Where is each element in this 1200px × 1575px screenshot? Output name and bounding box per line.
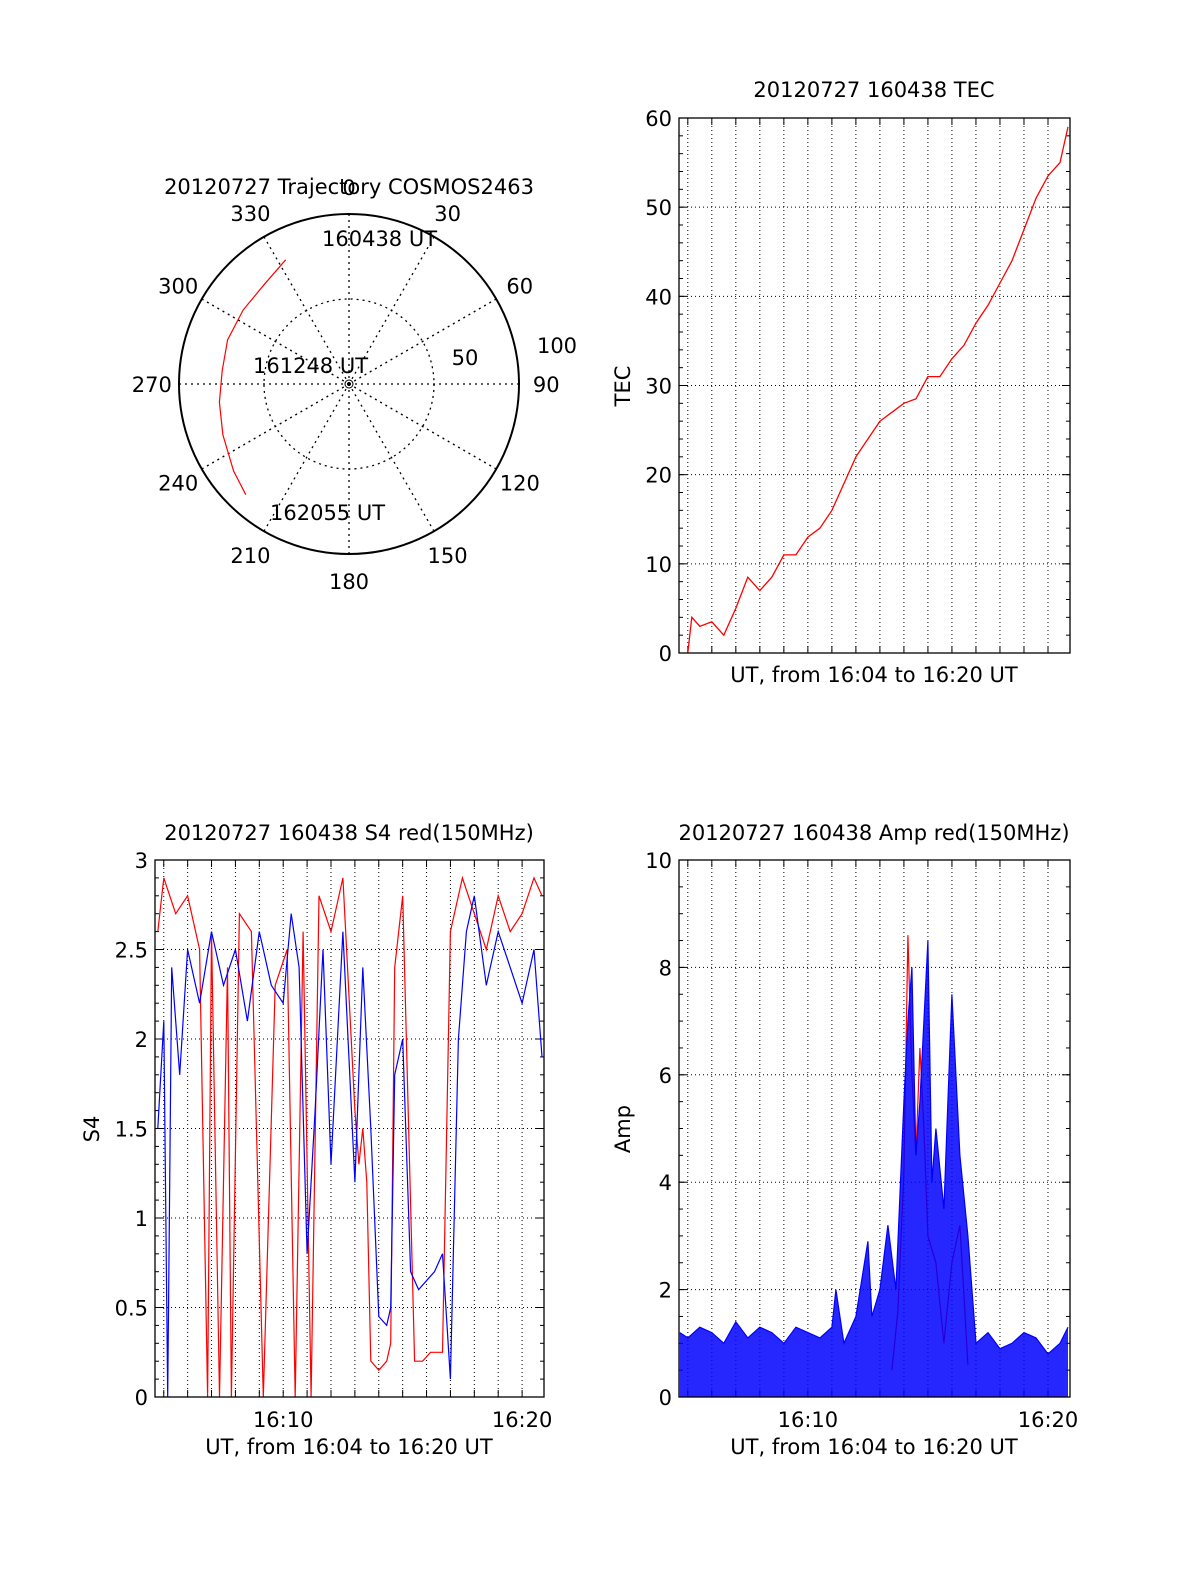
polar-spoke-60	[348, 298, 497, 385]
tec-ytick-label: 0	[659, 642, 672, 666]
amp-ytick-label: 2	[659, 1279, 672, 1303]
amp-xtick-label: 16:20	[1018, 1408, 1079, 1432]
azimuth-label-60: 60	[506, 274, 533, 298]
s4-ytick-label: 0.5	[115, 1297, 148, 1321]
azimuth-label-270: 270	[132, 373, 172, 397]
tec-ytick-label: 20	[645, 464, 672, 488]
trajectory-title: 20120727 Trajectory COSMOS2463	[164, 175, 534, 199]
tec-ytick-label: 10	[645, 553, 672, 577]
tec-ytick-label: 60	[645, 107, 672, 131]
amp-ytick-label: 0	[659, 1386, 672, 1410]
azimuth-label-180: 180	[329, 570, 369, 594]
amp-xlabel: UT, from 16:04 to 16:20 UT	[730, 1435, 1018, 1459]
s4-ytick-label: 2	[135, 1028, 148, 1052]
trajectory-annotation-3: 162055 UT	[270, 501, 385, 525]
tec-title: 20120727 160438 TEC	[753, 78, 994, 102]
polar-spoke-330	[263, 236, 350, 385]
trajectory-line	[218, 259, 287, 495]
polar-center-marker	[344, 379, 354, 389]
tec-series-1	[687, 126, 1069, 653]
tec-xlabel: UT, from 16:04 to 16:20 UT	[730, 663, 1018, 687]
azimuth-label-90: 90	[533, 373, 560, 397]
s4-ytick-label: 1.5	[115, 1118, 148, 1142]
amp-frame	[678, 859, 1071, 1398]
azimuth-label-0: 0	[342, 176, 355, 200]
azimuth-label-120: 120	[500, 472, 540, 496]
azimuth-label-330: 330	[230, 202, 270, 226]
tec-ytick-label: 50	[645, 196, 672, 220]
s4-ytick-label: 0	[135, 1386, 148, 1410]
s4-panel: 20120727 160438 S4 red(150MHz) UT, from …	[80, 821, 552, 1459]
s4-xtick-label: 16:20	[492, 1408, 553, 1432]
azimuth-label-300: 300	[158, 274, 198, 298]
amp-xtick-label: 16:10	[778, 1408, 839, 1432]
s4-xlabel: UT, from 16:04 to 16:20 UT	[205, 1435, 493, 1459]
s4-series-2	[157, 895, 543, 1397]
amp-ytick-label: 10	[645, 849, 672, 873]
trajectory-polar-panel: 20120727 Trajectory COSMOS2463 0 30 60 90 12…	[132, 175, 577, 594]
radial-label-100: 100	[537, 334, 577, 358]
azimuth-label-240: 240	[158, 472, 198, 496]
polar-spoke-210	[263, 383, 350, 532]
amp-ytick-label: 4	[659, 1171, 672, 1195]
azimuth-label-150: 150	[428, 544, 468, 568]
polar-spoke-300	[201, 298, 350, 385]
amp-series-2	[679, 940, 1069, 1355]
polar-spoke-150	[348, 383, 435, 532]
radial-label-50: 50	[452, 346, 479, 370]
s4-ytick-label: 3	[135, 849, 148, 873]
tec-ytick-label: 40	[645, 285, 672, 309]
amp-ylabel: Amp	[611, 1105, 635, 1153]
polar-spoke-120	[348, 383, 497, 470]
azimuth-label-210: 210	[230, 544, 270, 568]
tec-ytick-label: 30	[645, 375, 672, 399]
tec-frame	[678, 117, 1071, 654]
amp-panel: 20120727 160438 Amp red(150MHz) UT, from…	[611, 821, 1078, 1459]
s4-title: 20120727 160438 S4 red(150MHz)	[164, 821, 534, 845]
s4-frame	[154, 859, 545, 1398]
polar-spoke-240	[201, 383, 350, 470]
s4-xtick-label: 16:10	[253, 1408, 314, 1432]
s4-ytick-label: 1	[135, 1207, 148, 1231]
s4-ylabel: S4	[80, 1116, 104, 1143]
azimuth-label-30: 30	[434, 202, 461, 226]
amp-ytick-label: 6	[659, 1064, 672, 1088]
trajectory-annotation-1: 160438 UT	[322, 227, 437, 251]
s4-ytick-label: 2.5	[115, 939, 148, 963]
amp-ytick-label: 8	[659, 956, 672, 980]
amp-series-fill-2	[679, 940, 1068, 1397]
polar-spoke-30	[348, 236, 435, 385]
tec-panel: 20120727 160438 TEC UT, from 16:04 to 16…	[611, 78, 1071, 687]
amp-title: 20120727 160438 Amp red(150MHz)	[678, 821, 1069, 845]
s4-series-1	[157, 875, 543, 1397]
tec-ylabel: TEC	[611, 366, 635, 408]
trajectory-annotation-2: 161248 UT	[253, 354, 368, 378]
